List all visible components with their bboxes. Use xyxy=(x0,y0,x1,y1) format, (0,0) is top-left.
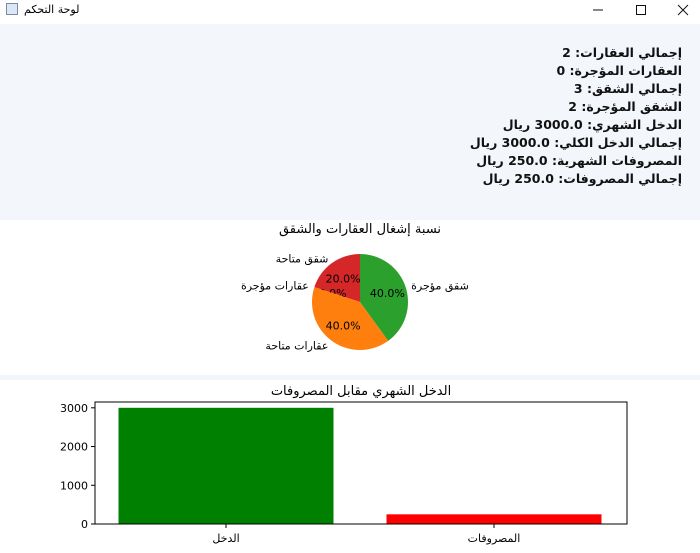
stats-panel: إجمالي العقارات: 2 العقارات المؤجرة: 0 إجم… xyxy=(0,24,700,220)
maximize-icon xyxy=(636,5,646,15)
stat-line: الشقق المؤجرة: 2 xyxy=(568,99,682,114)
pie-percent-label: 20.0% xyxy=(326,273,361,286)
stat-line: المصروفات الشهرية: 250.0 ريال xyxy=(476,153,682,168)
pie-percent-label: 40.0% xyxy=(370,287,405,300)
y-tick-label: 0 xyxy=(81,518,88,531)
x-tick-label: المصروفات xyxy=(468,532,521,545)
close-button[interactable] xyxy=(660,0,700,20)
pie-label: عقارات متاحة xyxy=(265,339,328,352)
x-tick-label: الدخل xyxy=(212,532,239,545)
pie-label: شقق متاحة xyxy=(276,253,329,267)
pie-label: شقق مؤجرة xyxy=(411,279,469,293)
minimize-icon xyxy=(593,9,603,11)
occupancy-pie-chart: نسبة إشغال العقارات والشقق شقق متاحة 20.0%… xyxy=(241,222,469,352)
pie-slice xyxy=(360,254,409,341)
app-icon xyxy=(6,3,18,15)
bar xyxy=(386,514,602,524)
stat-line: العقارات المؤجرة: 0 xyxy=(556,63,682,78)
minimize-button[interactable] xyxy=(575,0,621,20)
bar xyxy=(118,407,334,524)
stat-line: الدخل الشهري: 3000.0 ريال xyxy=(502,117,682,132)
y-tick-label: 3000 xyxy=(60,402,88,415)
income-expense-bar-chart: الدخل الشهري مقابل المصروفات الدخل المصروف… xyxy=(60,384,628,545)
pie-chart-panel: نسبة إشغال العقارات والشقق شقق متاحة 20.0%… xyxy=(0,220,700,375)
y-tick-label: 1000 xyxy=(60,479,88,492)
pie-slice xyxy=(312,287,389,350)
panel-divider xyxy=(0,375,700,380)
stats-list: إجمالي العقارات: 2 العقارات المؤجرة: 0 إجم… xyxy=(470,44,682,188)
maximize-button[interactable] xyxy=(618,0,664,20)
stat-line: إجمالي المصروفات: 250.0 ريال xyxy=(482,171,682,186)
close-icon xyxy=(677,4,689,16)
pie-slice xyxy=(314,254,360,302)
stat-line: إجمالي الدخل الكلي: 3000.0 ريال xyxy=(469,135,682,150)
stat-line: إجمالي الشقق: 3 xyxy=(573,81,682,96)
bar-chart-title: الدخل الشهري مقابل المصروفات xyxy=(271,384,451,399)
pie-chart-title: نسبة إشغال العقارات والشقق xyxy=(279,222,441,237)
window-title: لوحة التحكم xyxy=(24,3,80,16)
pie-percent-label: 40.0% xyxy=(326,319,361,332)
plot-frame xyxy=(94,401,628,525)
stat-line: إجمالي العقارات: 2 xyxy=(562,45,682,60)
pie-label: عقارات مؤجرة xyxy=(241,279,309,292)
title-bar: لوحة التحكم xyxy=(0,0,700,20)
y-tick-label: 2000 xyxy=(60,441,88,454)
bar-chart-panel: الدخل الشهري مقابل المصروفات الدخل المصروف… xyxy=(0,380,700,549)
